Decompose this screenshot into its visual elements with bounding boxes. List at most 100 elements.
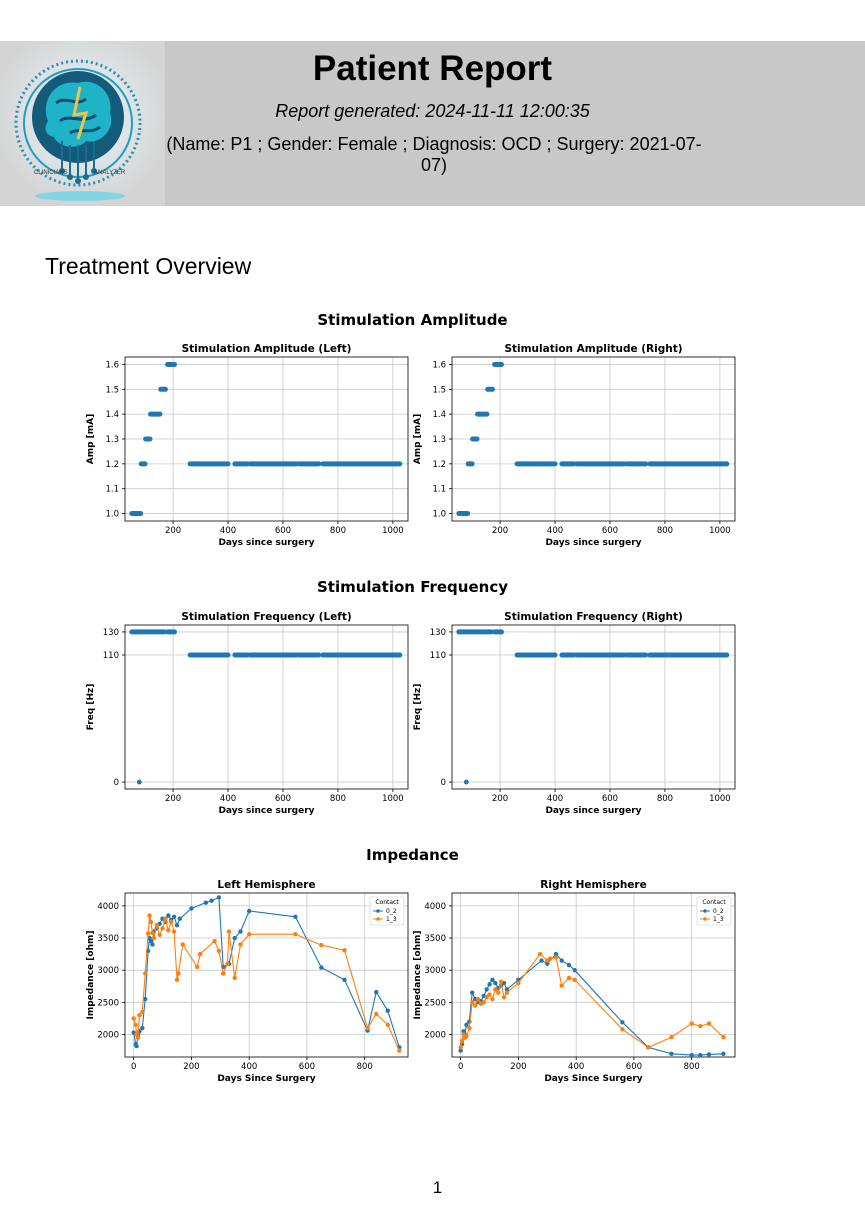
data-point: [180, 942, 185, 947]
series-line-1_3: [133, 915, 400, 1051]
data-point: [197, 951, 203, 957]
x-tick-label: 800: [330, 794, 346, 804]
data-point: [174, 977, 180, 983]
legend-title: Contact: [702, 899, 726, 906]
logo-text-right: ANALYZER: [94, 170, 126, 176]
y-tick-label: 4000: [424, 902, 446, 912]
data-point: [147, 913, 152, 918]
series-line-0_2: [133, 896, 400, 1049]
x-tick-label: 600: [626, 1062, 642, 1072]
x-axis-label: Days since surgery: [218, 806, 314, 816]
x-tick-label: 200: [492, 526, 508, 536]
data-point: [566, 975, 572, 981]
x-tick-label: 800: [330, 526, 346, 536]
x-tick-label: 800: [684, 1062, 700, 1072]
y-axis-label: Amp [mA]: [86, 414, 96, 465]
data-point: [537, 951, 543, 957]
data-point: [484, 987, 489, 992]
patient-info: (Name: P1 ; Gender: Female ; Diagnosis: …: [166, 134, 702, 175]
data-point: [470, 1000, 475, 1005]
plot-frame: [124, 624, 409, 790]
data-point: [547, 956, 553, 961]
data-point: [459, 1038, 465, 1044]
data-point: [137, 1012, 142, 1018]
data-point: [238, 942, 243, 947]
legend-marker: [703, 917, 707, 921]
legend-marker: [703, 909, 707, 913]
data-point: [157, 932, 162, 938]
data-point: [171, 914, 177, 919]
data-point: [721, 1034, 726, 1040]
chart-impedance-right: Right Hemisphere 0 200 400 600 800 2000 2500 300…: [413, 879, 736, 1084]
data-point: [385, 1022, 390, 1028]
page-number: 1: [432, 1178, 443, 1197]
report-header: CLINICIANS ANALYZER Patient Report Repor…: [0, 41, 865, 206]
x-axis-label: Days since surgery: [545, 806, 641, 816]
data-point: [698, 1052, 703, 1058]
legend-label: 1_3: [713, 916, 724, 923]
data-point: [496, 990, 501, 995]
data-point: [566, 962, 572, 968]
data-point: [174, 922, 180, 928]
chart-frequency-right: Stimulation Frequency (Right) 200 400 600 80…: [413, 611, 736, 816]
data-point: [232, 975, 237, 981]
data-point: [470, 990, 475, 995]
data-point: [365, 1025, 370, 1031]
data-point: [160, 926, 165, 931]
x-tick-label: 400: [547, 794, 563, 804]
chart-title: Stimulation Frequency (Right): [504, 611, 683, 623]
data-point: [501, 994, 507, 1000]
data-point: [143, 996, 148, 1002]
y-tick-label: 1.0: [432, 510, 446, 520]
plot-frame: [451, 624, 736, 790]
data-point: [493, 980, 498, 986]
data-point: [171, 929, 177, 934]
data-point: [553, 951, 559, 957]
data-point: [463, 779, 469, 785]
y-tick-label: 130: [430, 628, 446, 638]
x-axis-label: Days Since Surgery: [544, 1074, 642, 1084]
data-point: [464, 1034, 469, 1039]
data-point: [669, 1034, 674, 1040]
y-tick-label: 3500: [424, 934, 446, 944]
data-point: [225, 961, 230, 966]
y-tick-label: 2500: [97, 998, 119, 1008]
data-point: [498, 979, 504, 984]
data-point: [374, 989, 379, 995]
y-tick-label: 3500: [97, 934, 119, 944]
chart-title: Stimulation Amplitude (Left): [182, 343, 352, 355]
y-tick-label: 0: [441, 778, 446, 788]
data-point: [504, 990, 510, 995]
y-tick-label: 3000: [97, 966, 119, 976]
data-point: [516, 980, 521, 986]
data-point: [216, 895, 222, 900]
data-point: [504, 987, 510, 992]
x-tick-label: 200: [492, 794, 508, 804]
chart-title: Right Hemisphere: [540, 879, 646, 891]
y-tick-label: 0: [114, 778, 119, 788]
data-point: [467, 1025, 472, 1031]
data-point: [131, 1016, 136, 1021]
x-tick-label: 200: [165, 794, 181, 804]
chart-title: Stimulation Frequency (Left): [181, 611, 351, 623]
data-point: [397, 1048, 402, 1053]
data-point: [166, 928, 171, 933]
x-tick-label: 400: [220, 526, 236, 536]
y-axis-label: Freq [Hz]: [413, 684, 423, 731]
data-point: [163, 916, 168, 921]
y-tick-label: 1.5: [105, 385, 119, 395]
data-point: [487, 982, 492, 987]
y-axis-label: Amp [mA]: [413, 414, 423, 465]
plot-frame: [124, 892, 409, 1058]
y-tick-label: 1.1: [105, 485, 119, 495]
data-point: [140, 1009, 145, 1015]
series-line-0_2: [460, 953, 724, 1056]
data-point: [490, 996, 495, 1002]
x-tick-label: 800: [657, 526, 673, 536]
x-tick-label: 600: [275, 794, 291, 804]
data-point: [374, 1011, 379, 1017]
data-point: [484, 994, 489, 1000]
data-point: [293, 914, 298, 919]
data-point: [472, 1003, 478, 1008]
data-point: [166, 913, 171, 918]
